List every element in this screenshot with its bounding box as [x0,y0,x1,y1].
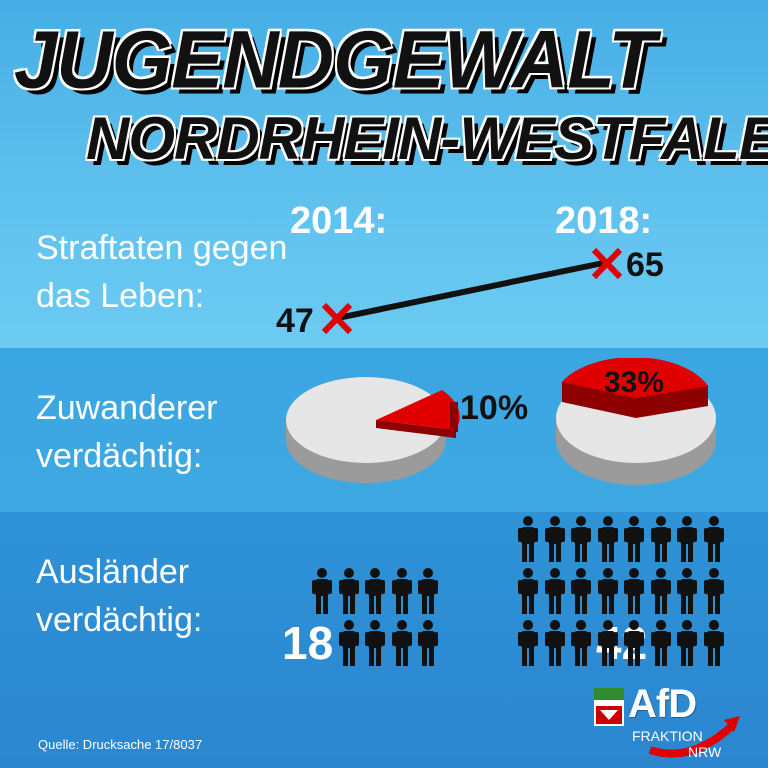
pie-2014-slice [376,390,460,430]
afd-logo-graphic [594,688,740,758]
person-icon [571,516,591,562]
person-icon [650,568,671,614]
straftaten-label-line2: das Leben: [36,277,205,315]
person-icon [624,620,644,666]
person-icon [418,620,438,666]
straftaten-label-line1: Straftaten gegen [36,229,288,267]
person-icon [624,568,644,614]
source-note: Quelle: Drucksache 17/8037 [38,737,203,752]
person-icon [365,620,385,666]
year-2018-label: 2018: [555,200,653,242]
person-icon [650,620,671,666]
person-icon [312,568,332,614]
person-icon [571,620,591,666]
auslaender-2014-value: 18 [282,617,334,669]
person-icon [703,620,724,666]
headline-title: JUGENDGEWALT [14,12,656,106]
person-icon [518,620,538,666]
afd-swoosh-icon [648,721,737,758]
year-2014-label: 2014: [290,200,388,242]
auslaender-label-line2: verdächtig: [36,601,203,639]
marker-2014-x-icon [321,302,353,335]
section-straftaten [0,0,768,348]
auslaender-label-line1: Ausländer [36,553,190,591]
person-icon [518,568,538,614]
person-icon [677,620,697,666]
person-icon [703,568,724,614]
person-icon [544,620,565,666]
person-icon [677,568,697,614]
afd-logo-nrw: NRW [688,744,722,760]
person-icon [544,516,565,562]
straftaten-2014-value: 47 [276,302,314,340]
person-icon [418,568,438,614]
zuwanderer-label-line1: Zuwanderer [36,389,218,427]
person-icon [650,516,671,562]
pie-2014-percent: 10% [460,389,529,427]
person-icon [518,516,538,562]
zuwanderer-label-line2: verdächtig: [36,437,203,475]
person-icon [391,568,412,614]
marker-2018-x-icon [591,247,623,280]
person-icon [703,516,724,562]
person-icon [597,620,618,666]
person-icon [338,620,359,666]
pie-chart-2018 [556,358,716,485]
person-icon [365,568,385,614]
afd-logo-fraktion: FRAKTION [632,728,703,744]
afd-logo-text: AfD [628,682,697,726]
person-icon [571,568,591,614]
person-icon [544,568,565,614]
straftaten-2018-value: 65 [626,246,664,284]
pie-2014-top [286,377,446,463]
person-icon [624,516,644,562]
person-icon [597,568,618,614]
pie-chart-2014 [286,377,460,483]
pie-2018-percent: 33% [604,366,665,399]
headline-subtitle: NORDRHEIN-WESTFALEN [86,105,768,172]
person-icon [338,568,359,614]
person-icon [677,516,697,562]
person-icon [391,620,412,666]
trend-line [337,259,609,321]
person-icon [597,516,618,562]
pie-2018-slice [562,358,708,398]
